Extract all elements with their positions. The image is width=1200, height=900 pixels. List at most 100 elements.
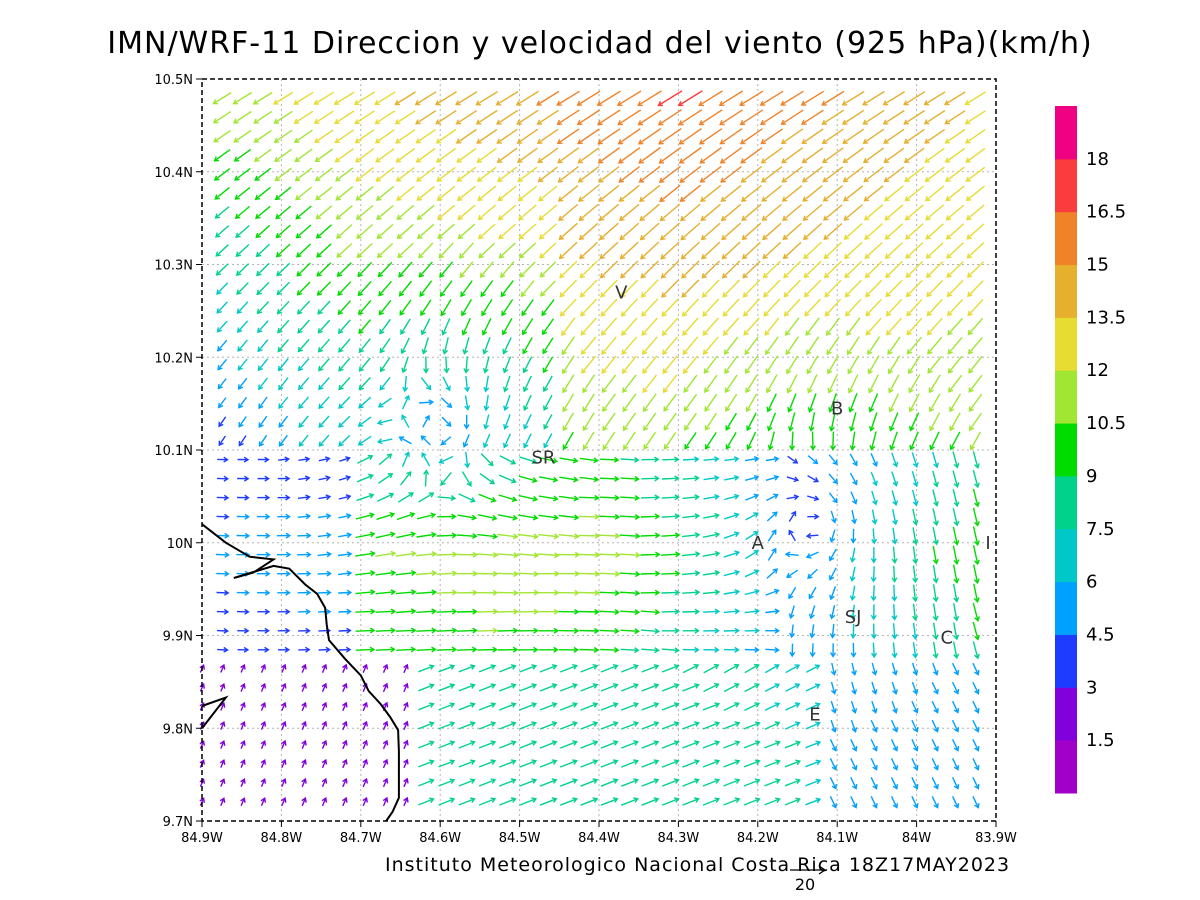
wind-vector: [237, 358, 248, 371]
wind-vector: [338, 627, 352, 634]
wind-vector: [301, 739, 307, 749]
wind-vector: [760, 147, 783, 164]
wind-vector: [619, 241, 639, 260]
wind-vector: [641, 721, 660, 730]
wind-vector: [338, 608, 352, 615]
wind-vector: [539, 683, 558, 692]
wind-vector: [598, 551, 621, 559]
wind-vector: [278, 396, 289, 410]
wind-vector: [830, 700, 837, 714]
wind-vector: [297, 358, 310, 372]
wind-vector: [318, 377, 330, 391]
wind-vector: [213, 149, 231, 162]
wind-vector: [277, 319, 290, 334]
wind-vector: [499, 759, 517, 768]
wind-vector: [375, 608, 397, 615]
wind-vector: [682, 494, 701, 501]
wind-vector: [741, 222, 762, 241]
wind-vector: [443, 356, 450, 374]
wind-vector: [215, 263, 229, 276]
wind-vector: [518, 204, 537, 221]
wind-vector: [661, 778, 680, 787]
wind-vector: [321, 777, 328, 788]
wind-vector: [456, 533, 478, 540]
wind-vector: [401, 451, 410, 467]
wind-vector: [723, 550, 741, 558]
wind-vector: [238, 396, 248, 409]
wind-vector: [479, 473, 496, 485]
wind-vector: [499, 683, 517, 692]
wind-vector: [788, 412, 796, 432]
wind-vector: [638, 146, 661, 164]
wind-vector: [682, 627, 700, 634]
wind-vector: [403, 663, 409, 674]
wind-vector: [362, 739, 368, 750]
wind-vector: [273, 91, 294, 105]
wind-vector: [317, 570, 332, 577]
wind-vector: [559, 279, 578, 298]
wind-vector: [801, 128, 824, 145]
wind-vector: [765, 608, 781, 615]
wind-vector: [280, 759, 287, 768]
wind-vector: [559, 664, 578, 673]
wind-vector: [419, 399, 435, 406]
wind-vector: [579, 241, 598, 260]
wind-vector: [277, 513, 291, 520]
wind-vector: [744, 456, 760, 463]
wind-vector: [740, 147, 763, 164]
wind-vector: [539, 242, 557, 259]
wind-vector: [260, 682, 267, 692]
wind-vector: [354, 110, 375, 125]
wind-vector: [517, 608, 539, 615]
legend-color-box: [1055, 581, 1077, 635]
wind-vector: [397, 492, 414, 503]
wind-vector: [765, 336, 779, 356]
wind-vector: [217, 358, 228, 371]
wind-vector: [456, 185, 476, 202]
wind-vector: [236, 608, 250, 615]
wind-vector: [541, 299, 555, 317]
wind-vector: [273, 129, 293, 143]
wind-vector: [277, 475, 291, 482]
wind-vector: [680, 203, 701, 222]
wind-vector: [403, 701, 409, 712]
wind-vector: [403, 796, 409, 807]
wind-vector: [703, 456, 720, 463]
wind-vector: [362, 777, 368, 788]
wind-vector: [829, 624, 836, 639]
wind-vector: [661, 298, 679, 317]
wind-vector: [661, 494, 681, 501]
wind-vector: [301, 720, 307, 730]
wind-vector: [828, 454, 838, 466]
wind-vector: [577, 147, 600, 164]
wind-vector: [523, 414, 532, 430]
wind-vector: [321, 796, 328, 807]
wind-vector: [619, 514, 641, 521]
wind-vector: [518, 223, 537, 240]
wind-vector: [539, 664, 558, 673]
wind-vector: [682, 683, 700, 692]
wind-vector: [317, 300, 331, 315]
wind-vector: [298, 646, 311, 653]
wind-vector: [659, 184, 681, 203]
wind-vector: [762, 222, 782, 241]
wind-vector: [237, 475, 250, 482]
wind-vector: [744, 683, 760, 693]
wind-vector: [809, 624, 816, 639]
wind-vector: [536, 128, 559, 144]
wind-vector: [478, 721, 497, 730]
wind-vector: [260, 740, 267, 749]
wind-vector: [395, 627, 417, 634]
wind-vector: [397, 242, 414, 259]
wind-vector: [318, 494, 332, 501]
wind-vector: [342, 682, 348, 692]
wind-vector: [440, 471, 452, 486]
wind-vector: [476, 570, 499, 577]
wind-vector: [218, 397, 227, 409]
wind-vector: [786, 494, 800, 501]
wind-vector: [828, 393, 837, 413]
wind-vector: [681, 551, 701, 558]
wind-vector: [358, 338, 371, 354]
wind-vector: [599, 260, 619, 279]
wind-vector: [216, 282, 229, 295]
